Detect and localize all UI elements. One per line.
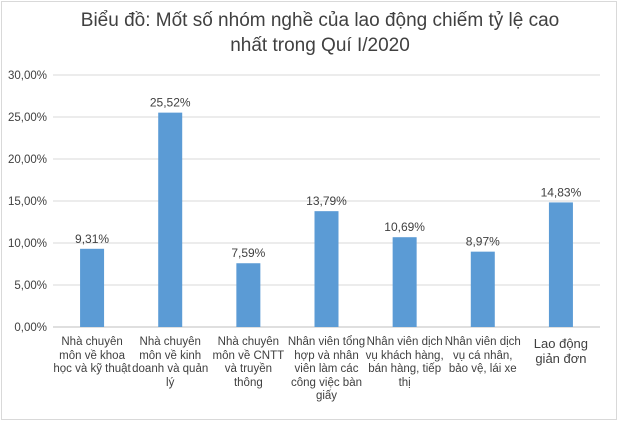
data-label: 7,59% [231,246,265,260]
bar [314,211,339,327]
data-label: 13,79% [306,194,347,208]
x-category-label: Nhà chuyên môn về kinh doanh và quản lý [132,336,209,389]
y-tick-label: 10,00% [8,238,47,250]
x-category-label: Nhân viên tổng hợp và nhân viên làm các … [287,336,366,402]
x-category-label: Nhân viên dịch vụ cá nhân, bảo vệ, lái x… [444,336,521,375]
chart-title-line-2: nhất trong Quí I/2020 [230,35,410,56]
data-label: 9,31% [75,232,109,246]
x-category-label: Nhà chuyên môn về khoa học và kỹ thuật [53,336,131,375]
data-label: 14,83% [541,185,582,199]
x-category-label: Nhà chuyên môn về CNTT và truyền thông [212,336,285,389]
y-tick-label: 30,00% [8,70,47,82]
bar [470,251,495,327]
y-tick-label: 5,00% [14,280,47,292]
bar [548,202,573,327]
chart-title: Biểu đồ: Mốt số nhóm nghề của lao động c… [60,8,580,58]
chart-title-line-1: Biểu đồ: Mốt số nhóm nghề của lao động c… [80,10,560,31]
y-tick-label: 20,00% [8,154,47,166]
y-tick-label: 15,00% [8,196,47,208]
bar [392,237,417,327]
x-category-label: Lao động giản đơn [533,336,589,366]
bar [158,112,183,327]
y-tick-label: 25,00% [8,112,47,124]
bar [236,263,261,327]
data-label: 10,69% [384,220,425,234]
data-label: 25,52% [150,96,191,110]
bar [80,248,105,327]
data-label: 8,97% [466,235,500,249]
y-tick-label: 0,00% [14,322,47,334]
x-category-label: Nhân viên dịch vụ khách hàng, bán hàng, … [365,336,444,389]
